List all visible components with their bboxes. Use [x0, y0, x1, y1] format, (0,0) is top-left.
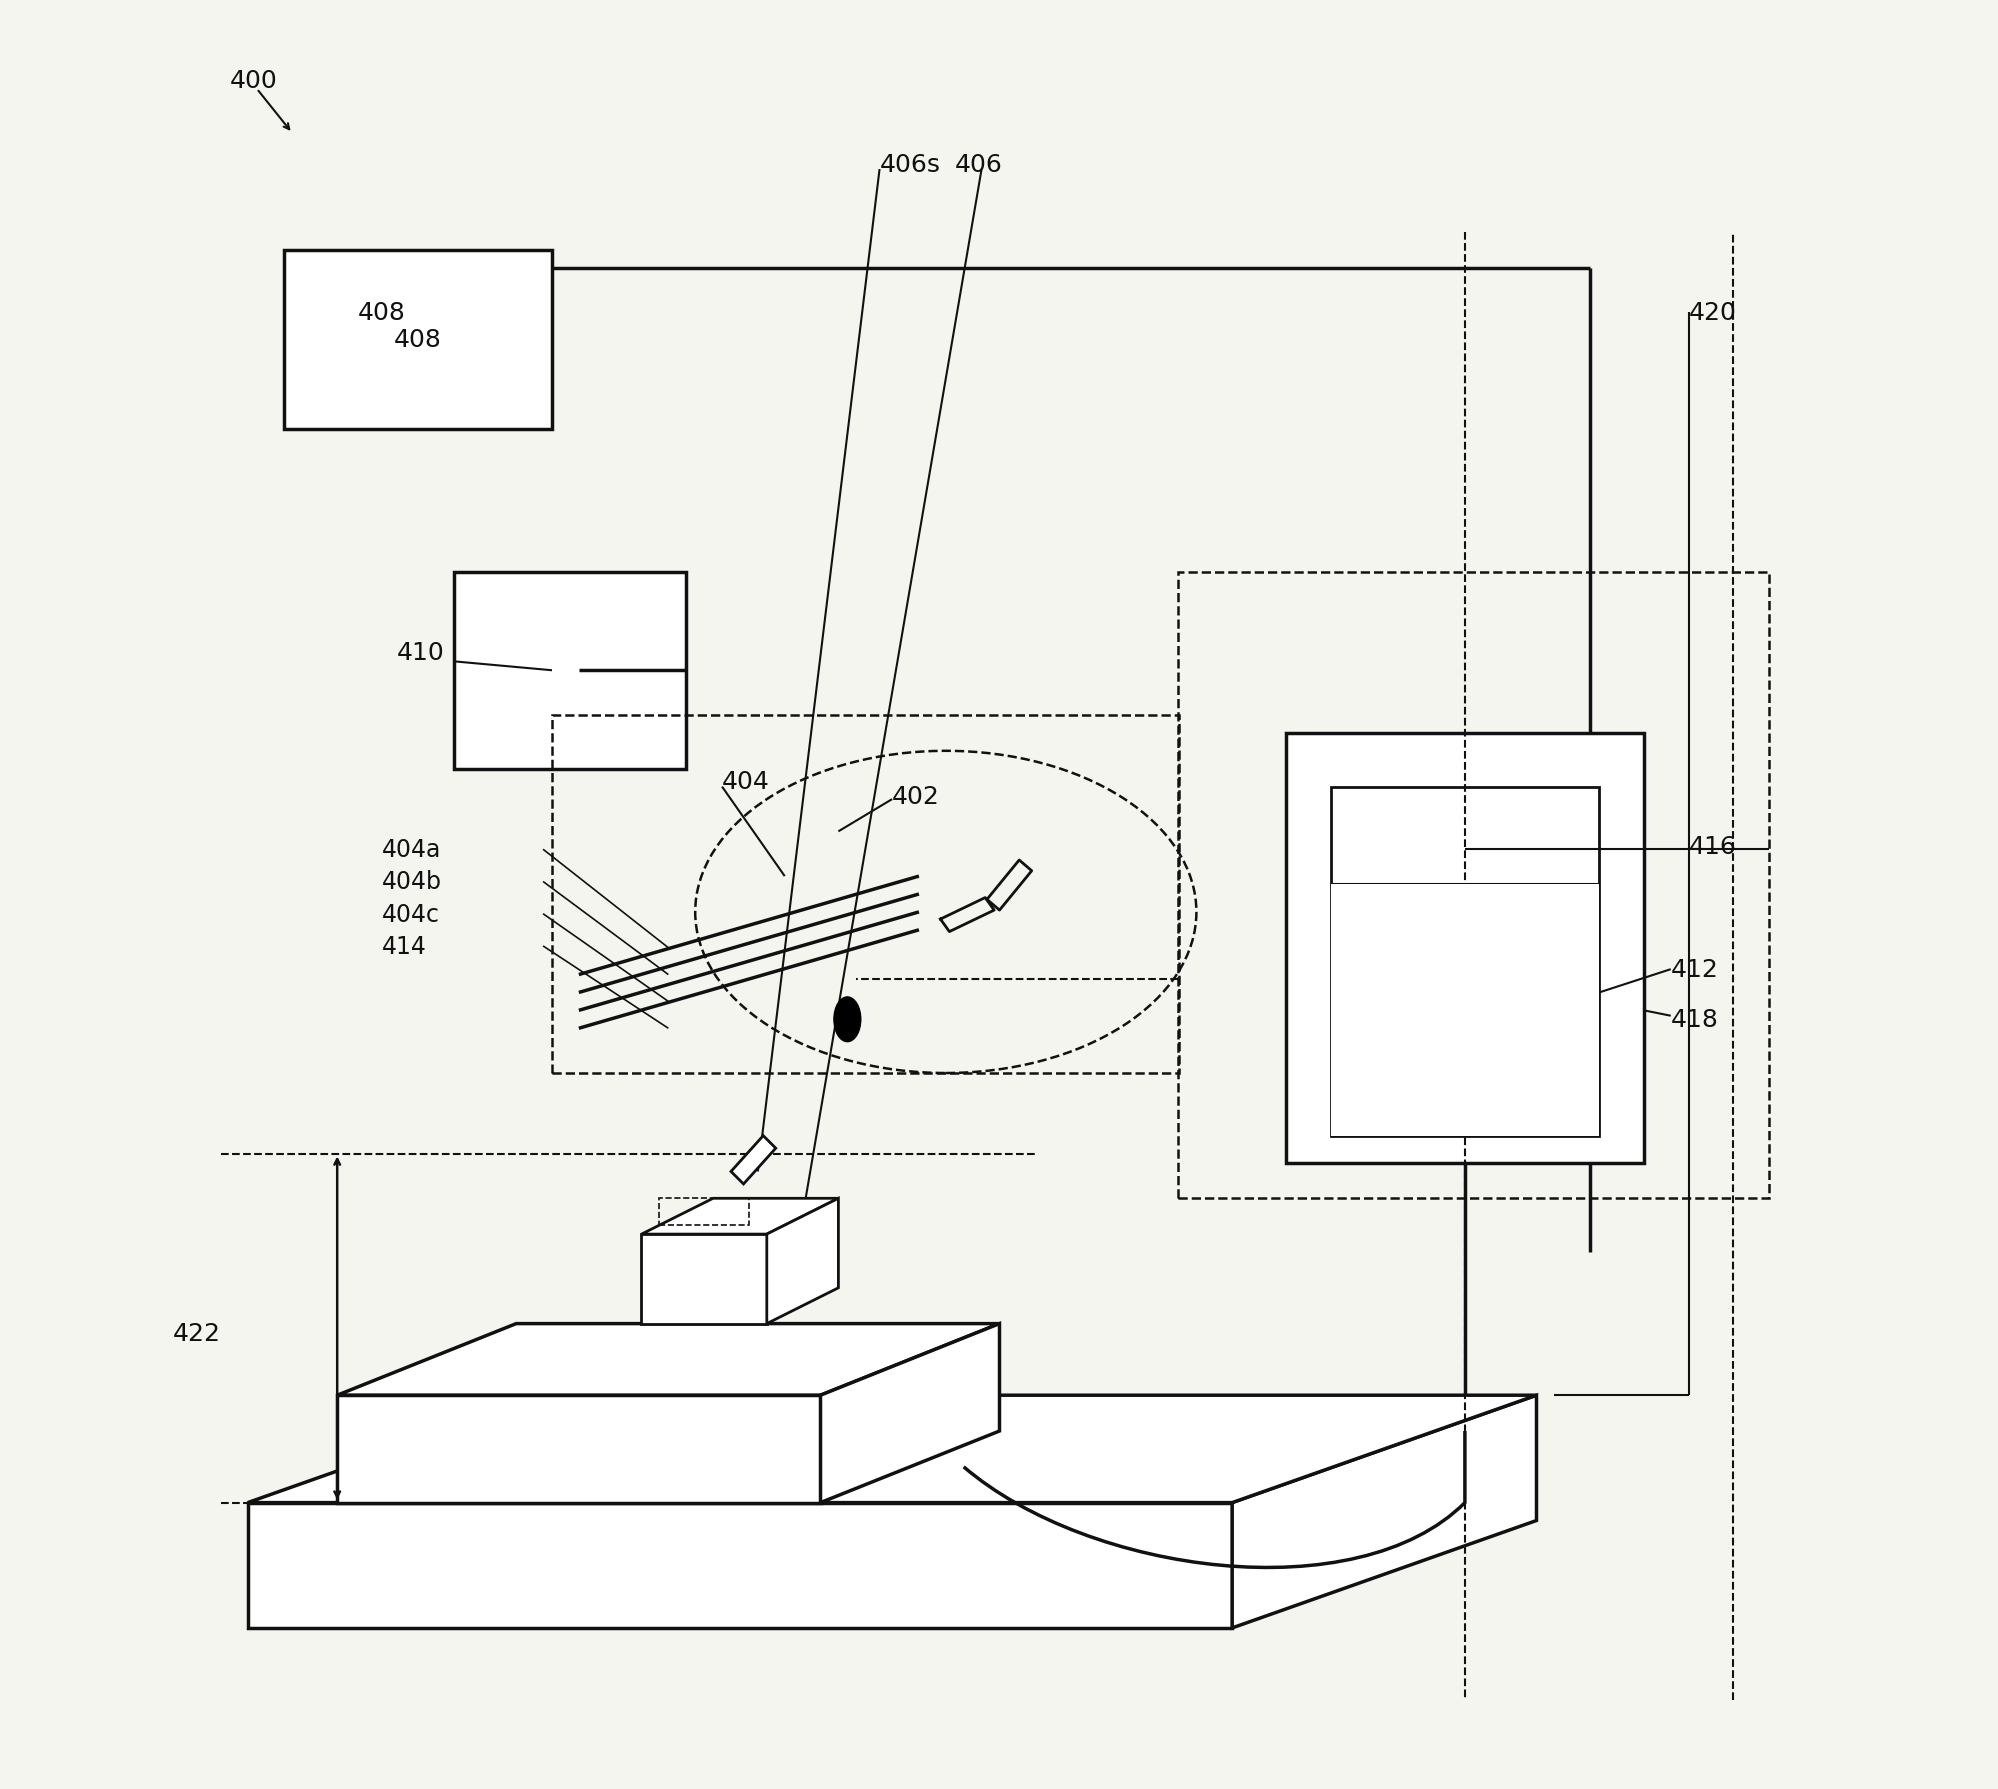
Bar	[248, 1503, 1231, 1628]
Bar	[1331, 886, 1598, 1136]
Bar	[641, 1234, 767, 1324]
Bar	[1179, 572, 1768, 1199]
Text: 412: 412	[1670, 957, 1718, 982]
Bar	[338, 1395, 819, 1503]
Bar	[454, 572, 685, 769]
Bar	[659, 1199, 749, 1225]
Text: 404a: 404a	[382, 837, 442, 862]
Polygon shape	[1231, 1395, 1536, 1628]
Text: 406: 406	[955, 152, 1003, 177]
Ellipse shape	[833, 998, 861, 1041]
Text: 418: 418	[1670, 1007, 1718, 1032]
Text: 402: 402	[891, 784, 939, 809]
Polygon shape	[731, 1136, 775, 1184]
Text: 404b: 404b	[382, 869, 442, 894]
Bar	[551, 716, 1179, 1073]
Text: 408: 408	[358, 301, 406, 326]
Polygon shape	[767, 1199, 837, 1324]
Polygon shape	[641, 1199, 837, 1234]
Text: 416: 416	[1688, 834, 1736, 859]
Text: 420: 420	[1688, 301, 1736, 326]
Text: 414: 414	[382, 934, 428, 959]
Bar	[284, 250, 551, 429]
Polygon shape	[819, 1324, 999, 1503]
Bar	[1285, 733, 1642, 1163]
Text: 404: 404	[721, 769, 769, 794]
Text: 404c: 404c	[382, 902, 440, 927]
Bar	[1331, 787, 1598, 1136]
Text: 406s: 406s	[879, 152, 941, 177]
Polygon shape	[338, 1324, 999, 1395]
Text: 422: 422	[172, 1320, 220, 1345]
Text: 410: 410	[398, 640, 444, 666]
Text: 400: 400	[230, 68, 278, 93]
Text: 408: 408	[394, 327, 442, 352]
Polygon shape	[248, 1395, 1536, 1503]
